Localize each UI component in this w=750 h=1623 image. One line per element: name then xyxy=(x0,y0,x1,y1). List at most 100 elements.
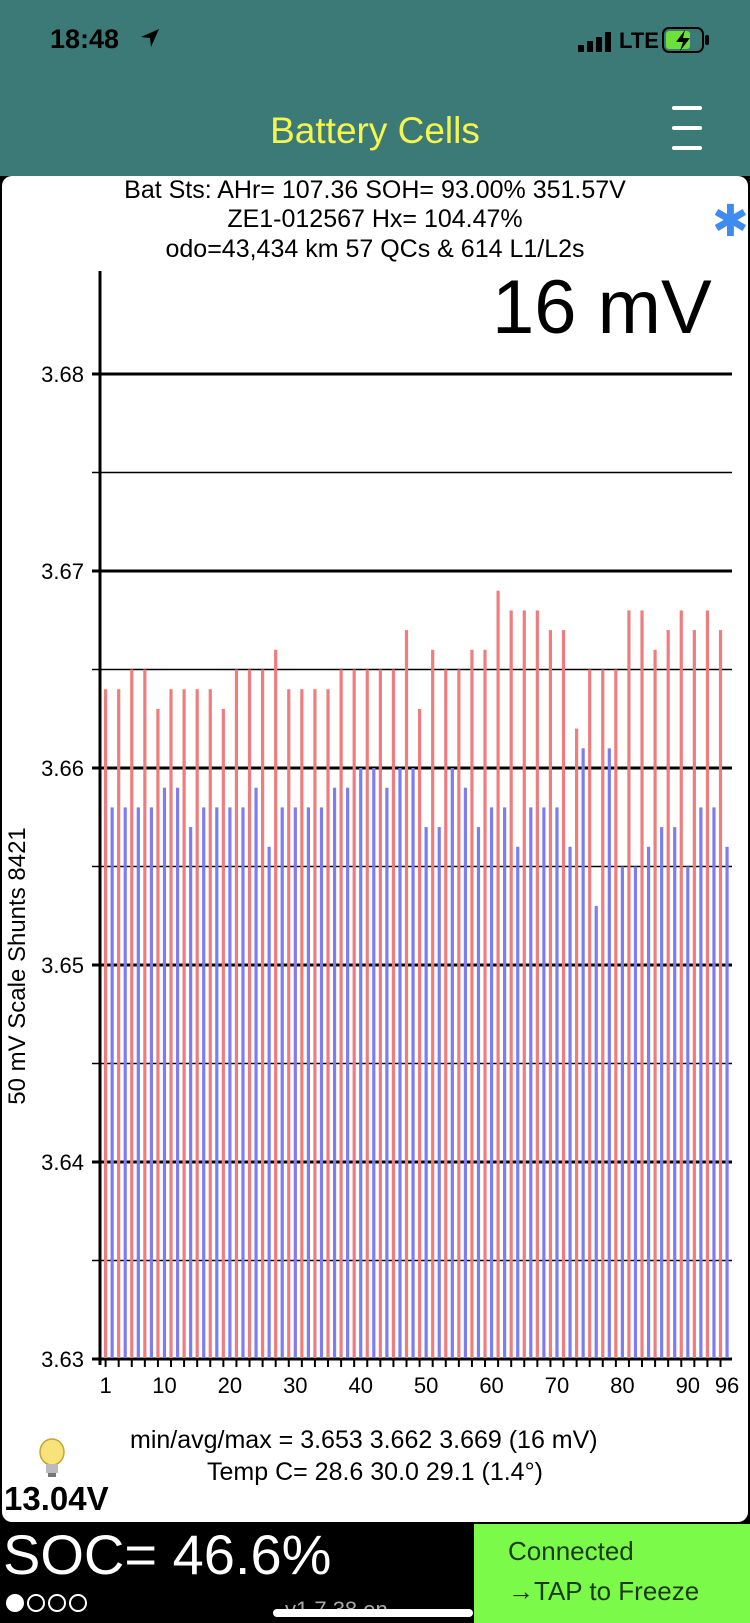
cell-bar xyxy=(175,787,180,1359)
cell-bar xyxy=(352,669,356,1359)
hamburger-menu-icon xyxy=(672,126,702,130)
status-time: 18:48 xyxy=(50,24,120,54)
cell-bar xyxy=(516,846,520,1359)
cell-bar xyxy=(234,669,239,1359)
battery-status-line: Bat Sts: AHr= 107.36 SOH= 93.00% 351.57V xyxy=(124,176,626,204)
cell-bar xyxy=(555,807,559,1359)
cell-bar xyxy=(221,708,225,1359)
hamburger-menu-icon xyxy=(672,106,702,110)
cell-spread-mv: 16 mV xyxy=(492,265,712,350)
cell-bar xyxy=(725,846,729,1359)
cell-voltage-chart: 3.63 3.64 3.65 3.66 3.67 3.68 50 mV Scale Shun… xyxy=(4,271,739,1398)
cell-bar xyxy=(705,610,710,1359)
y-tick-label: 3.68 xyxy=(41,362,84,387)
nav-bar: Battery Cells xyxy=(0,90,750,176)
cell-bar xyxy=(202,807,206,1359)
cell-bar xyxy=(339,669,343,1359)
cell-bar xyxy=(627,610,631,1359)
page-dot[interactable] xyxy=(48,1594,66,1612)
x-tick-label: 20 xyxy=(218,1373,242,1398)
cell-bar xyxy=(640,610,644,1359)
x-tick-label: 40 xyxy=(348,1373,372,1398)
cell-bar xyxy=(110,807,114,1359)
cell-bar xyxy=(267,846,271,1359)
vin-hx-line: ZE1-012567 Hx= 104.47% xyxy=(227,205,523,233)
cell-bar xyxy=(136,807,140,1359)
cell-bar xyxy=(424,827,428,1359)
y-axis-label: 50 mV Scale Shunts 8421 xyxy=(4,827,31,1105)
y-tick-label: 3.65 xyxy=(41,953,84,978)
odometer-line: odo=43,434 km 57 QCs & 614 L1/L2s xyxy=(165,235,585,263)
cell-bar xyxy=(463,787,467,1359)
aux-battery-voltage: 13.04V xyxy=(4,1480,109,1517)
page-dot[interactable] xyxy=(6,1594,24,1612)
cell-bar xyxy=(123,807,127,1359)
x-tick-label: 80 xyxy=(610,1373,634,1398)
page-title: Battery Cells xyxy=(270,110,480,151)
status-bar: 18:48 LTE xyxy=(0,0,750,90)
connection-status-button[interactable]: Connected →TAP to Freeze xyxy=(474,1524,750,1623)
cell-bar xyxy=(712,807,716,1359)
home-indicator[interactable] xyxy=(273,1609,473,1617)
signal-bars-icon xyxy=(578,32,611,52)
cell-bar xyxy=(489,807,494,1359)
tap-to-freeze-label: →TAP to Freeze xyxy=(508,1576,700,1606)
cell-bar xyxy=(359,768,363,1359)
cell-bar xyxy=(692,630,696,1359)
cell-bar xyxy=(404,630,409,1359)
cell-bar xyxy=(679,610,683,1359)
hamburger-menu-icon xyxy=(672,146,702,150)
page-dot[interactable] xyxy=(69,1594,87,1612)
cell-bar xyxy=(575,728,579,1359)
cell-bar xyxy=(300,689,304,1359)
battery-charging-icon xyxy=(662,27,709,53)
cell-bar xyxy=(117,689,121,1359)
cell-bar xyxy=(346,787,350,1359)
cell-bar xyxy=(548,630,553,1359)
cell-bar xyxy=(189,827,193,1359)
cell-bar xyxy=(274,649,278,1359)
cell-bar xyxy=(718,630,723,1359)
asterisk-icon[interactable]: ✱ xyxy=(712,197,748,246)
menu-button[interactable] xyxy=(668,102,710,154)
cell-bar xyxy=(444,669,448,1359)
cell-bar xyxy=(372,768,376,1359)
cell-bar xyxy=(182,689,186,1359)
cell-bar xyxy=(561,630,566,1359)
cell-bar xyxy=(332,787,337,1359)
cell-bar xyxy=(306,807,310,1359)
cell-bar xyxy=(653,649,657,1359)
x-tick-label: 70 xyxy=(545,1373,569,1398)
cell-bar xyxy=(391,669,396,1359)
page-dots[interactable] xyxy=(6,1594,90,1617)
cell-bar xyxy=(699,807,703,1359)
battery-cells-panel[interactable]: Bat Sts: AHr= 107.36 SOH= 93.00% 351.57V… xyxy=(2,176,748,1522)
cell-bar xyxy=(633,866,638,1359)
x-tick-label: 10 xyxy=(152,1373,176,1398)
cell-bar xyxy=(509,610,513,1359)
y-tick-label: 3.63 xyxy=(41,1347,84,1372)
cell-bar xyxy=(293,807,297,1359)
cell-bar xyxy=(535,610,539,1359)
cell-bar xyxy=(319,807,324,1359)
cell-bar xyxy=(431,649,435,1359)
cell-bar xyxy=(287,689,291,1359)
page-dot[interactable] xyxy=(27,1594,45,1612)
x-tick-label: 1 xyxy=(99,1373,111,1398)
cell-bar xyxy=(228,807,232,1359)
cell-bar xyxy=(496,590,500,1359)
cell-bar xyxy=(378,669,382,1359)
temperature-text: Temp C= 28.6 30.0 29.1 (1.4°) xyxy=(207,1458,543,1486)
cell-bar xyxy=(247,669,252,1359)
cell-bar xyxy=(476,827,481,1359)
cell-bar xyxy=(450,768,454,1359)
cell-bar xyxy=(470,649,474,1359)
soc-text: SOC= 46.6% xyxy=(3,1523,332,1586)
lightbulb-icon[interactable] xyxy=(36,1438,68,1480)
cell-bar xyxy=(162,787,167,1359)
cell-bar xyxy=(607,748,611,1359)
cell-bar xyxy=(215,807,219,1359)
cell-bar xyxy=(581,748,585,1359)
cell-bar xyxy=(313,689,317,1359)
cell-bar xyxy=(601,669,605,1359)
